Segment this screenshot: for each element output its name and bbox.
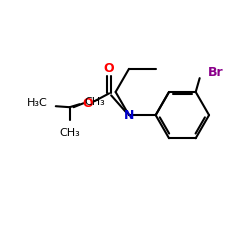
Text: Br: Br — [208, 66, 223, 79]
Text: O: O — [104, 62, 115, 75]
Text: O: O — [82, 97, 93, 110]
Text: N: N — [124, 108, 134, 122]
Text: CH₃: CH₃ — [59, 128, 80, 138]
Text: H₃C: H₃C — [27, 98, 48, 108]
Text: CH₃: CH₃ — [84, 97, 105, 107]
